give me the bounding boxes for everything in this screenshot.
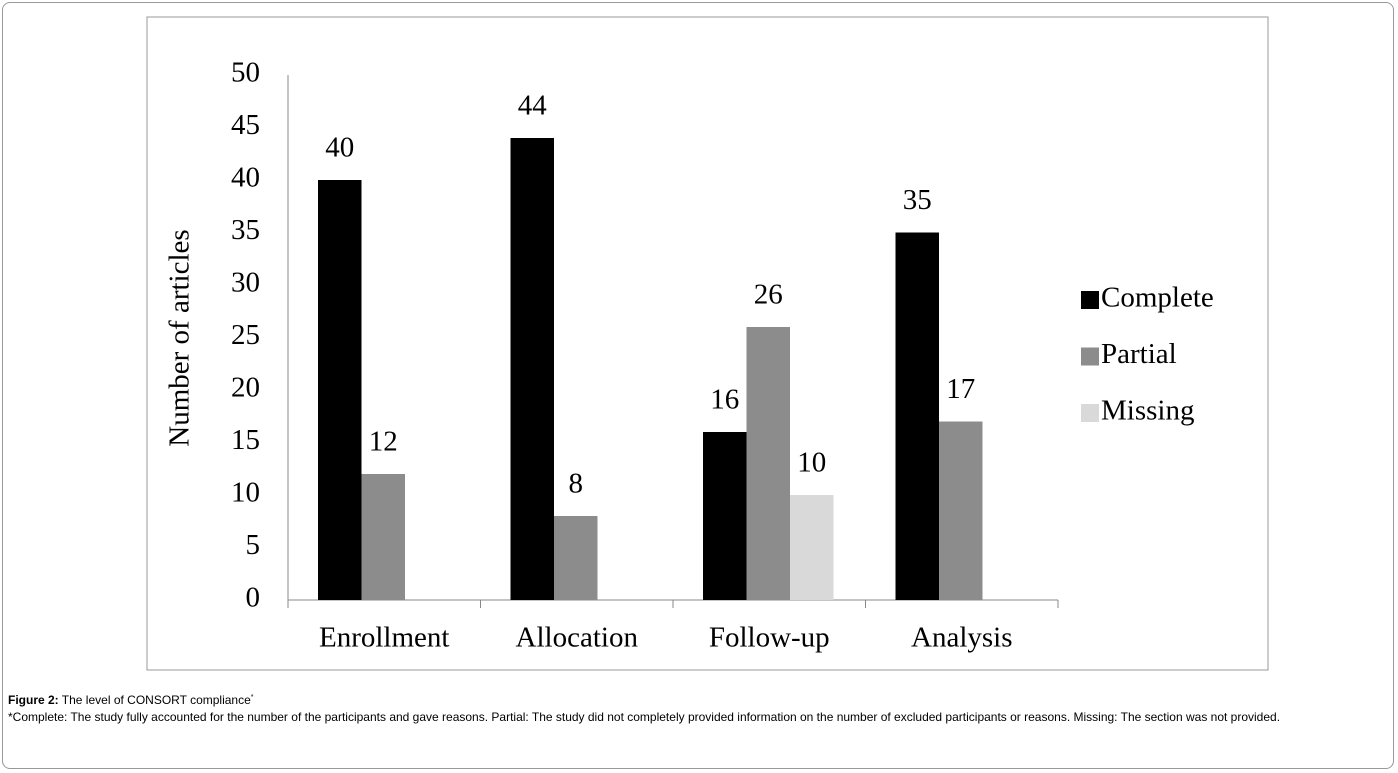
y-tick-label: 50 xyxy=(231,57,260,89)
caption-label: Figure 2: xyxy=(8,693,59,707)
legend-label: Complete xyxy=(1101,282,1214,314)
y-tick-label: 40 xyxy=(231,162,260,194)
y-tick-label: 25 xyxy=(231,319,260,351)
data-label: 12 xyxy=(369,426,398,458)
y-tick-label: 20 xyxy=(231,372,260,404)
legend-label: Partial xyxy=(1101,338,1177,370)
chart-border xyxy=(146,16,1269,671)
data-label: 44 xyxy=(518,90,548,122)
y-axis-label: Number of articles xyxy=(164,229,196,446)
caption: Figure 2: The level of CONSORT complianc… xyxy=(8,689,1393,726)
data-label: 17 xyxy=(946,373,975,405)
y-tick-label: 30 xyxy=(231,267,260,299)
bar xyxy=(554,516,598,600)
bar xyxy=(361,474,405,600)
legend-swatch xyxy=(1081,291,1099,309)
y-tick-label: 35 xyxy=(231,214,260,246)
y-tick-label: 0 xyxy=(246,582,261,614)
data-label: 8 xyxy=(569,468,584,500)
data-label: 35 xyxy=(903,184,932,216)
caption-line: Figure 2: The level of CONSORT complianc… xyxy=(8,689,1393,709)
legend-swatch xyxy=(1081,404,1099,422)
data-label: 16 xyxy=(710,384,739,416)
y-tick-label: 5 xyxy=(246,529,261,561)
bar xyxy=(318,180,362,600)
legend-label: Missing xyxy=(1101,395,1194,427)
data-label: 40 xyxy=(325,132,354,164)
bar xyxy=(790,495,834,600)
bar xyxy=(510,138,554,600)
bar xyxy=(939,421,983,600)
caption-note: *Complete: The study fully accounted for… xyxy=(8,710,1281,724)
caption-mark: * xyxy=(250,694,254,701)
y-tick-label: 10 xyxy=(231,477,260,509)
bar xyxy=(746,327,790,600)
legend-swatch xyxy=(1081,347,1099,366)
bar xyxy=(895,232,939,600)
data-label: 26 xyxy=(754,279,783,311)
y-tick-label: 45 xyxy=(231,109,260,141)
bar xyxy=(703,432,747,600)
caption-text: The level of CONSORT compliance xyxy=(61,693,251,707)
x-tick-label: Follow-up xyxy=(709,622,830,654)
x-tick-label: Analysis xyxy=(911,622,1013,654)
x-tick-label: Allocation xyxy=(516,622,639,654)
y-tick-label: 15 xyxy=(231,424,260,456)
data-label: 10 xyxy=(797,447,826,479)
x-tick-label: Enrollment xyxy=(319,622,449,654)
chart: Number of articles 0 5 10 15 20 25 30 35 40 45 50 E… xyxy=(146,16,1269,671)
